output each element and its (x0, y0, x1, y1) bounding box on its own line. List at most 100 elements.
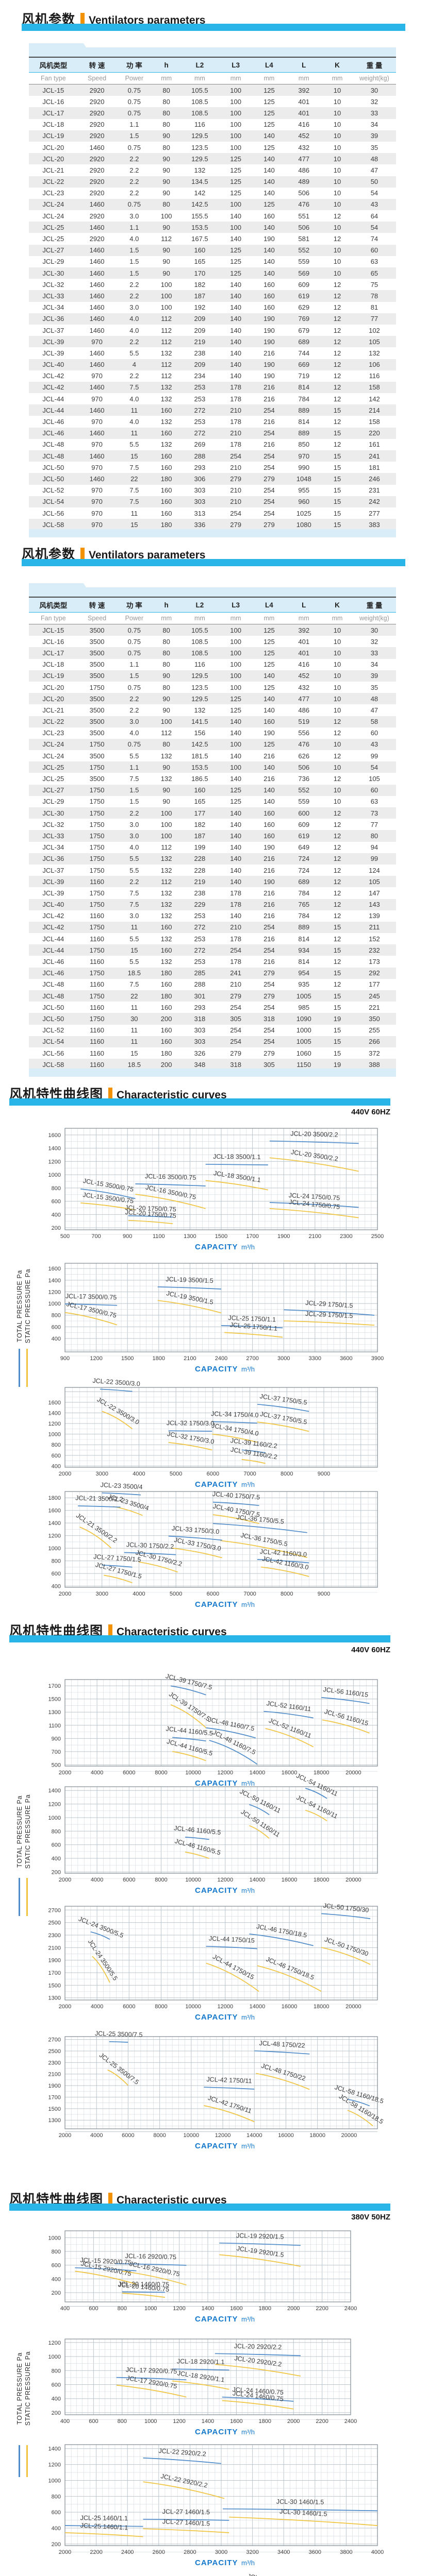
cell: 7.5 (129, 498, 139, 506)
curve-label: JCL-25 1750/1.1 (228, 1314, 276, 1324)
cell: 112 (161, 235, 172, 243)
cell: 210 (230, 406, 241, 414)
cell: 254 (264, 498, 275, 506)
cell: 254 (264, 463, 275, 471)
cell: 10 (333, 132, 341, 140)
curve-label: JCL-22 3500/3.0 (96, 1396, 141, 1426)
cell: 15 (333, 520, 341, 529)
y-tick-label: 1100 (48, 1723, 61, 1729)
cell: 90 (162, 132, 170, 140)
curve-line (102, 1565, 133, 1568)
x-tick-label: 2400 (215, 1355, 227, 1362)
cell: 814 (298, 935, 310, 943)
curve-line (122, 2270, 187, 2285)
cell: 216 (264, 866, 275, 874)
cell: 140 (264, 132, 275, 140)
cell: 2.2 (129, 166, 139, 174)
cell: 15 (333, 1049, 341, 1057)
cell: 132 (160, 855, 172, 863)
cell: 11 (130, 429, 138, 437)
column-header: 风机类型 (39, 602, 68, 609)
table-row: JCL-50 970 7.5 160 293 210 254 990 15 181 (29, 462, 396, 473)
static-pressure-legend-line (26, 2445, 28, 2477)
cell: JCL-33 (42, 832, 64, 840)
cell: 5.5 (129, 349, 139, 357)
cell: 581 (298, 235, 310, 243)
curve-line (261, 1566, 309, 1577)
y-tick-label: 200 (52, 2410, 61, 2416)
table-row: JCL-29 1460 1.5 90 165 125 140 559 10 63 (29, 256, 396, 267)
cell: 1025 (296, 509, 311, 517)
cell: 12 (333, 292, 341, 300)
y-tick-label: 2100 (48, 2072, 61, 2078)
x-tick-label: 2000 (59, 2132, 71, 2139)
cell: 19 (333, 1060, 341, 1069)
capacity-axis-label: CAPACITY (195, 2013, 238, 2022)
cell: 12 (333, 866, 341, 874)
cell: 100 (230, 626, 241, 634)
cell: 5.5 (129, 958, 139, 966)
cell: 80 (162, 740, 170, 749)
cell: JCL-20 (42, 694, 64, 703)
cell: 178 (230, 440, 241, 449)
x-tick-label: 3900 (371, 1355, 384, 1362)
curve-line (222, 2396, 294, 2402)
cell: 116 (194, 121, 205, 129)
cell: 12 (333, 383, 341, 392)
cell: JCL-46 (42, 958, 64, 966)
x-tick-label: 800 (118, 2418, 127, 2425)
table-row: JCL-25 2920 4.0 112 167.5 140 190 581 12 74 (29, 233, 396, 245)
cell: 1160 (90, 1003, 105, 1011)
y-tick-label: 1400 (48, 1146, 61, 1152)
cell: 210 (230, 498, 241, 506)
cell: 12 (333, 820, 341, 828)
cell: 1460 (89, 246, 105, 255)
cell: 81 (370, 303, 378, 312)
curve-line (172, 1737, 206, 1742)
cell: 219 (194, 877, 206, 886)
cell: 552 (298, 786, 310, 794)
cell: 1460 (89, 474, 105, 483)
x-tick-label: 10000 (185, 1770, 201, 1776)
cell: 506 (298, 223, 310, 231)
cell: 132 (160, 383, 172, 392)
x-tick-label: 1600 (230, 2418, 242, 2425)
curve-label: JCL-25 2920/4.0 (247, 2572, 295, 2576)
x-tick-label: 1800 (153, 1355, 165, 1362)
table-row: JCL-44 1750 15 160 272 254 254 934 15 232 (29, 944, 396, 956)
curve-line (212, 1501, 259, 1506)
cell: 190 (264, 361, 275, 369)
curve-line (215, 2364, 301, 2377)
x-tick-label: 600 (89, 2306, 98, 2312)
cell: 80 (162, 121, 170, 129)
curve-line (204, 2087, 255, 2090)
cell: 476 (298, 200, 310, 209)
x-tick-label: 1000 (144, 2418, 157, 2425)
x-tick-label: 1700 (246, 1233, 258, 1240)
cell: 0.75 (127, 626, 141, 634)
cell: JCL-50 (42, 1014, 64, 1023)
cell: JCL-36 (42, 315, 64, 323)
cell: 125 (264, 97, 275, 106)
table-row: JCL-39 970 2.2 112 219 140 190 689 12 105 (29, 336, 396, 348)
y-tick-label: 800 (52, 1442, 61, 1448)
cell: 77 (370, 315, 378, 323)
cell: 228 (194, 866, 206, 874)
cell: 30 (130, 1014, 138, 1023)
cell: 4.0 (129, 235, 139, 243)
y-tick-label: 400 (52, 2276, 61, 2282)
cell: 125 (230, 786, 241, 794)
cell: 814 (298, 958, 310, 966)
cell: 232 (369, 946, 380, 954)
cell: 132 (369, 349, 380, 357)
cell: 7.5 (129, 463, 139, 471)
x-tick-label: 8000 (281, 1471, 293, 1477)
cell: 123.5 (191, 143, 208, 151)
cell: 318 (194, 1014, 206, 1023)
cell: 336 (194, 520, 206, 529)
total-pressure-legend-line (19, 2445, 20, 2477)
y-tick-label: 1200 (48, 2462, 61, 2468)
cell: 182 (194, 280, 206, 289)
cell: 279 (230, 520, 241, 529)
cell: 303 (194, 1038, 206, 1046)
